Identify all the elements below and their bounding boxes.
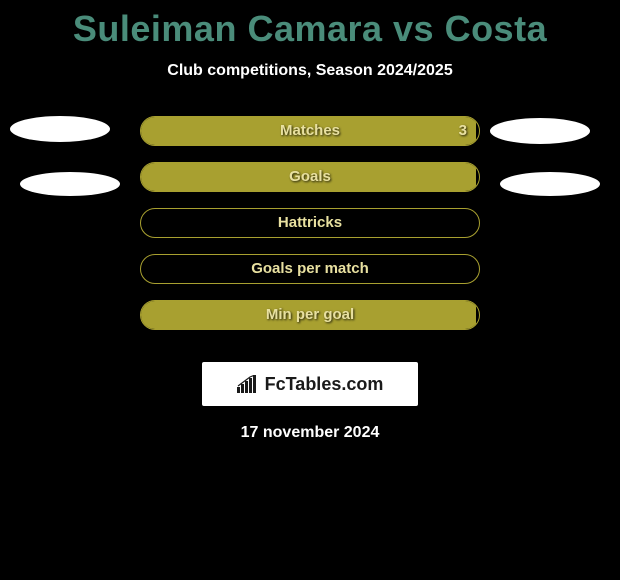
stat-pill: Min per goal bbox=[140, 300, 480, 330]
stat-pill: Goals bbox=[140, 162, 480, 192]
stat-value-right: 3 bbox=[459, 117, 467, 145]
stat-pill: Goals per match bbox=[140, 254, 480, 284]
decorative-ellipse bbox=[500, 172, 600, 196]
stat-pill: Hattricks bbox=[140, 208, 480, 238]
decorative-ellipse bbox=[10, 116, 110, 142]
stat-row: Min per goal bbox=[0, 300, 620, 346]
page-title: Suleiman Camara vs Costa bbox=[0, 0, 620, 50]
stat-label: Goals per match bbox=[141, 255, 479, 283]
decorative-ellipse bbox=[490, 118, 590, 144]
decorative-ellipse bbox=[20, 172, 120, 196]
stat-label: Goals bbox=[141, 163, 479, 191]
stat-row: Hattricks bbox=[0, 208, 620, 254]
logo-box: FcTables.com bbox=[202, 362, 418, 406]
subtitle: Club competitions, Season 2024/2025 bbox=[0, 62, 620, 80]
stat-label: Min per goal bbox=[141, 301, 479, 329]
stat-label: Hattricks bbox=[141, 209, 479, 237]
stat-pill: Matches3 bbox=[140, 116, 480, 146]
stat-row: Goals per match bbox=[0, 254, 620, 300]
stats-area: Matches3 Goals Hattricks Goals per match Min… bbox=[0, 116, 620, 346]
stat-label: Matches bbox=[141, 117, 479, 145]
bar-chart-icon bbox=[237, 375, 259, 393]
date-text: 17 november 2024 bbox=[0, 424, 620, 442]
logo-text: FcTables.com bbox=[265, 374, 384, 395]
